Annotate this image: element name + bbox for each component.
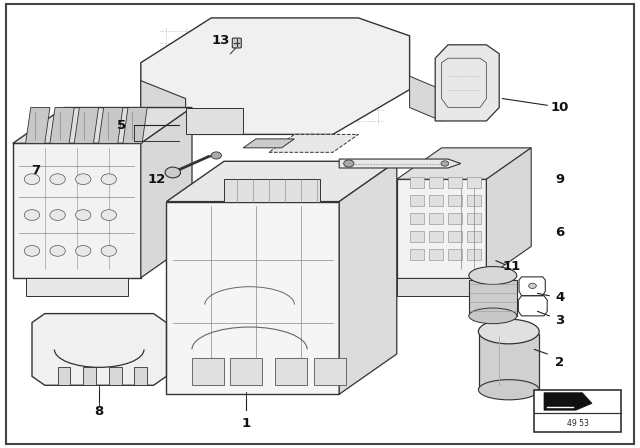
Polygon shape xyxy=(397,278,486,296)
Bar xyxy=(448,195,462,206)
Bar xyxy=(467,177,481,188)
Polygon shape xyxy=(192,358,224,385)
Polygon shape xyxy=(479,334,539,390)
Polygon shape xyxy=(339,161,397,394)
Circle shape xyxy=(24,210,40,220)
Text: 11: 11 xyxy=(503,260,521,273)
Polygon shape xyxy=(469,280,517,316)
Polygon shape xyxy=(50,108,74,143)
Circle shape xyxy=(50,246,65,256)
Text: 6: 6 xyxy=(556,226,564,240)
Polygon shape xyxy=(544,393,592,410)
Bar xyxy=(429,249,443,260)
Text: 1: 1 xyxy=(242,417,251,430)
Polygon shape xyxy=(269,134,358,152)
Bar xyxy=(467,249,481,260)
Circle shape xyxy=(24,246,40,256)
Polygon shape xyxy=(435,45,499,121)
Polygon shape xyxy=(486,148,531,278)
Circle shape xyxy=(101,210,116,220)
Polygon shape xyxy=(314,358,346,385)
Ellipse shape xyxy=(468,308,517,323)
Text: 13: 13 xyxy=(212,34,230,47)
Text: 12: 12 xyxy=(148,172,166,186)
Circle shape xyxy=(529,283,536,289)
Polygon shape xyxy=(141,108,192,278)
Bar xyxy=(467,231,481,242)
Polygon shape xyxy=(141,18,410,134)
Polygon shape xyxy=(410,76,442,121)
Circle shape xyxy=(101,246,116,256)
Polygon shape xyxy=(26,108,50,143)
Polygon shape xyxy=(397,179,486,278)
Text: 9: 9 xyxy=(556,172,564,186)
Polygon shape xyxy=(230,358,262,385)
Bar xyxy=(410,231,424,242)
Text: 4: 4 xyxy=(556,291,564,305)
FancyBboxPatch shape xyxy=(232,38,241,48)
Circle shape xyxy=(50,210,65,220)
Polygon shape xyxy=(109,367,122,385)
Circle shape xyxy=(24,174,40,185)
Circle shape xyxy=(101,174,116,185)
Bar xyxy=(429,195,443,206)
Bar xyxy=(448,231,462,242)
Circle shape xyxy=(165,167,180,178)
Text: 5: 5 xyxy=(117,119,126,132)
Circle shape xyxy=(344,160,354,167)
Circle shape xyxy=(441,161,449,166)
Polygon shape xyxy=(186,108,243,134)
Circle shape xyxy=(76,210,91,220)
Polygon shape xyxy=(32,314,166,385)
Polygon shape xyxy=(397,148,531,179)
Circle shape xyxy=(211,152,221,159)
Bar xyxy=(410,195,424,206)
Bar xyxy=(448,177,462,188)
Bar xyxy=(429,213,443,224)
Polygon shape xyxy=(134,367,147,385)
Polygon shape xyxy=(13,143,141,278)
Polygon shape xyxy=(26,278,128,296)
Circle shape xyxy=(50,174,65,185)
Polygon shape xyxy=(83,367,96,385)
Bar xyxy=(467,195,481,206)
Polygon shape xyxy=(339,159,461,168)
Bar xyxy=(448,213,462,224)
Polygon shape xyxy=(166,202,339,394)
Circle shape xyxy=(76,174,91,185)
Text: 2: 2 xyxy=(556,356,564,370)
Bar xyxy=(410,213,424,224)
Text: 10: 10 xyxy=(551,101,569,114)
Bar xyxy=(410,177,424,188)
Text: 49 53: 49 53 xyxy=(566,419,589,428)
Text: 3: 3 xyxy=(556,314,564,327)
Bar xyxy=(429,231,443,242)
Polygon shape xyxy=(58,367,70,385)
Bar xyxy=(448,249,462,260)
Text: 7: 7 xyxy=(31,164,40,177)
Polygon shape xyxy=(243,139,294,148)
Polygon shape xyxy=(166,161,397,202)
Polygon shape xyxy=(123,108,147,143)
Polygon shape xyxy=(224,179,320,202)
Circle shape xyxy=(76,246,91,256)
Polygon shape xyxy=(141,81,186,134)
Bar xyxy=(467,213,481,224)
Text: 8: 8 xyxy=(95,405,104,418)
Ellipse shape xyxy=(479,319,540,344)
Polygon shape xyxy=(99,108,123,143)
Ellipse shape xyxy=(468,267,517,284)
Bar xyxy=(410,249,424,260)
Polygon shape xyxy=(275,358,307,385)
Bar xyxy=(534,390,621,432)
Polygon shape xyxy=(13,108,192,143)
Bar xyxy=(429,177,443,188)
Ellipse shape xyxy=(479,380,540,400)
Polygon shape xyxy=(74,108,99,143)
